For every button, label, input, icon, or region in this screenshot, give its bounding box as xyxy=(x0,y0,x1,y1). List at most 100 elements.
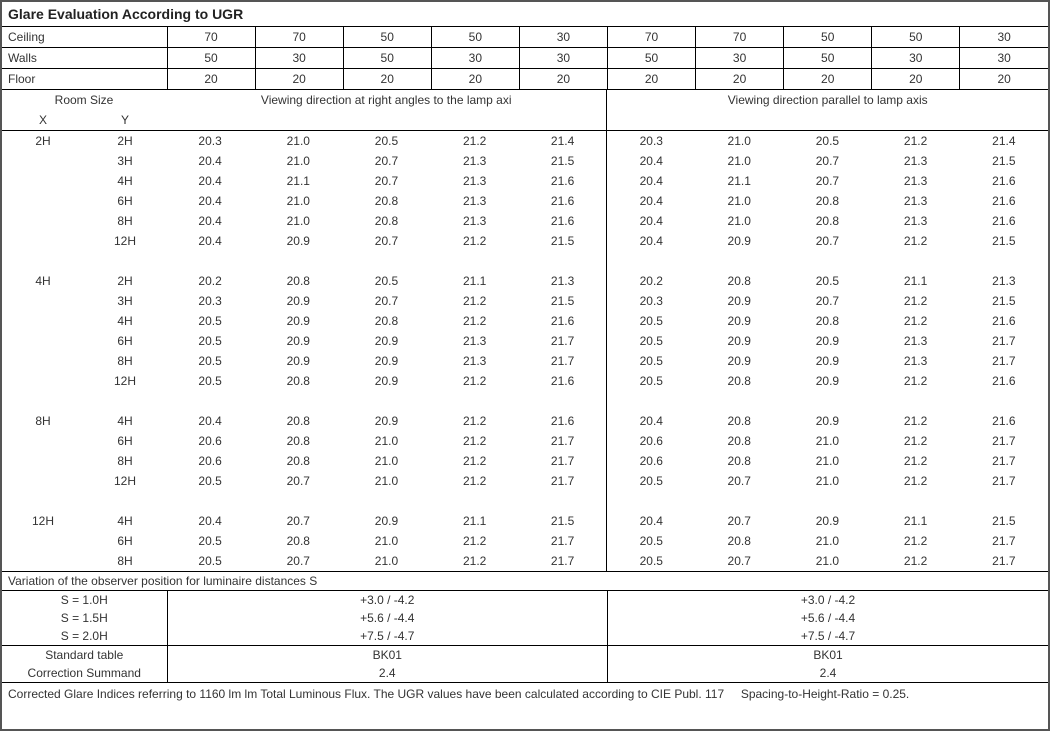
reflectance-value: 50 xyxy=(343,48,431,69)
footer-text-left: Corrected Glare Indices referring to 116… xyxy=(8,687,724,701)
ugr-value: 21.0 xyxy=(783,471,871,491)
ugr-value: 21.1 xyxy=(431,511,519,531)
ugr-value: 20.7 xyxy=(783,291,871,311)
ugr-value: 20.9 xyxy=(783,371,871,391)
room-x-value: 4H xyxy=(2,271,84,291)
ugr-value: 21.2 xyxy=(872,551,960,571)
ugr-value: 20.4 xyxy=(607,411,695,431)
room-y-value: 4H xyxy=(84,171,166,191)
footer-note: Corrected Glare Indices referring to 116… xyxy=(2,682,1048,705)
ugr-value: 20.9 xyxy=(254,291,342,311)
ugr-value: 20.5 xyxy=(166,351,254,371)
variation-value-left: +5.6 / -4.4 xyxy=(167,609,608,627)
ugr-value: 21.5 xyxy=(519,291,607,311)
ugr-value: 20.6 xyxy=(607,431,695,451)
correction-summand-left: 2.4 xyxy=(167,664,608,682)
ugr-value: 20.7 xyxy=(342,171,430,191)
ugr-value: 20.8 xyxy=(254,271,342,291)
ugr-value: 20.8 xyxy=(695,431,783,451)
room-y-value: 4H xyxy=(84,511,166,531)
ugr-value: 20.9 xyxy=(342,371,430,391)
ugr-value: 20.3 xyxy=(166,291,254,311)
ugr-value: 20.9 xyxy=(783,411,871,431)
ugr-value: 21.7 xyxy=(519,551,607,571)
room-x-value: 8H xyxy=(2,411,84,431)
room-y-value: 12H xyxy=(84,371,166,391)
ugr-value: 20.7 xyxy=(783,231,871,251)
reflectance-value: 20 xyxy=(872,69,960,90)
room-y-value: 8H xyxy=(84,211,166,231)
ugr-value: 20.5 xyxy=(166,471,254,491)
reflectance-value: 30 xyxy=(519,48,607,69)
ugr-value: 20.9 xyxy=(254,351,342,371)
ugr-value: 20.8 xyxy=(783,311,871,331)
ugr-value: 21.0 xyxy=(783,431,871,451)
reflectance-value: 20 xyxy=(167,69,255,90)
ugr-value: 21.2 xyxy=(431,551,519,571)
ugr-value: 20.7 xyxy=(783,151,871,171)
ugr-value: 21.2 xyxy=(431,531,519,551)
ugr-value: 21.3 xyxy=(872,351,960,371)
ugr-value: 20.5 xyxy=(783,131,871,152)
ugr-value: 20.4 xyxy=(166,211,254,231)
ugr-value: 21.2 xyxy=(872,431,960,451)
room-x-value xyxy=(2,551,84,571)
viewing-direction-right: Viewing direction parallel to lamp axis xyxy=(607,90,1048,110)
room-x-value xyxy=(2,351,84,371)
ugr-value: 20.7 xyxy=(254,511,342,531)
reflectance-value: 20 xyxy=(255,69,343,90)
ugr-value: 20.8 xyxy=(695,451,783,471)
reflectance-value: 30 xyxy=(960,27,1048,48)
ugr-value: 21.7 xyxy=(960,351,1048,371)
ugr-value: 20.8 xyxy=(254,431,342,451)
reflectance-value: 70 xyxy=(167,27,255,48)
ugr-value: 20.8 xyxy=(695,411,783,431)
ugr-value: 20.5 xyxy=(607,311,695,331)
ugr-value: 21.5 xyxy=(960,511,1048,531)
ugr-value: 21.1 xyxy=(431,271,519,291)
viewing-direction-left: Viewing direction at right angles to the… xyxy=(166,90,607,110)
ugr-value: 21.4 xyxy=(519,131,607,152)
ugr-value: 20.7 xyxy=(254,471,342,491)
ugr-value: 21.2 xyxy=(872,411,960,431)
ugr-value: 20.9 xyxy=(695,311,783,331)
ugr-table-frame: Glare Evaluation According to UGR Ceilin… xyxy=(0,0,1050,731)
ugr-value: 20.4 xyxy=(607,171,695,191)
ugr-value: 20.5 xyxy=(607,531,695,551)
ugr-value: 20.7 xyxy=(695,511,783,531)
reflectance-value: 20 xyxy=(960,69,1048,90)
reflectance-value: 20 xyxy=(431,69,519,90)
room-x-value: 12H xyxy=(2,511,84,531)
ugr-value: 21.6 xyxy=(960,411,1048,431)
ugr-value: 21.6 xyxy=(960,371,1048,391)
ugr-value: 20.9 xyxy=(254,331,342,351)
ugr-value: 21.2 xyxy=(431,451,519,471)
ugr-value: 20.8 xyxy=(254,371,342,391)
ugr-value: 20.8 xyxy=(783,211,871,231)
ugr-value: 21.2 xyxy=(872,451,960,471)
reflectance-value: 30 xyxy=(431,48,519,69)
variation-value-left: +3.0 / -4.2 xyxy=(167,591,608,609)
ugr-value: 20.6 xyxy=(166,431,254,451)
ugr-value: 21.3 xyxy=(872,331,960,351)
ugr-value: 21.6 xyxy=(519,171,607,191)
room-x-value xyxy=(2,151,84,171)
ugr-value: 20.9 xyxy=(342,511,430,531)
x-axis-label: X xyxy=(2,110,84,131)
ugr-value: 21.2 xyxy=(872,371,960,391)
room-y-value: 3H xyxy=(84,291,166,311)
ugr-value: 21.0 xyxy=(342,451,430,471)
ugr-value: 20.5 xyxy=(607,371,695,391)
reflectance-value: 20 xyxy=(607,69,695,90)
ugr-value: 20.8 xyxy=(695,531,783,551)
ugr-value: 20.4 xyxy=(607,151,695,171)
ugr-value: 21.0 xyxy=(783,451,871,471)
ugr-value: 20.5 xyxy=(607,551,695,571)
y-axis-label: Y xyxy=(84,110,166,131)
ugr-value: 21.6 xyxy=(960,211,1048,231)
reflectance-value: 70 xyxy=(255,27,343,48)
ugr-value: 21.5 xyxy=(960,151,1048,171)
room-x-value xyxy=(2,451,84,471)
ugr-value: 20.5 xyxy=(607,471,695,491)
ugr-value: 21.3 xyxy=(431,351,519,371)
